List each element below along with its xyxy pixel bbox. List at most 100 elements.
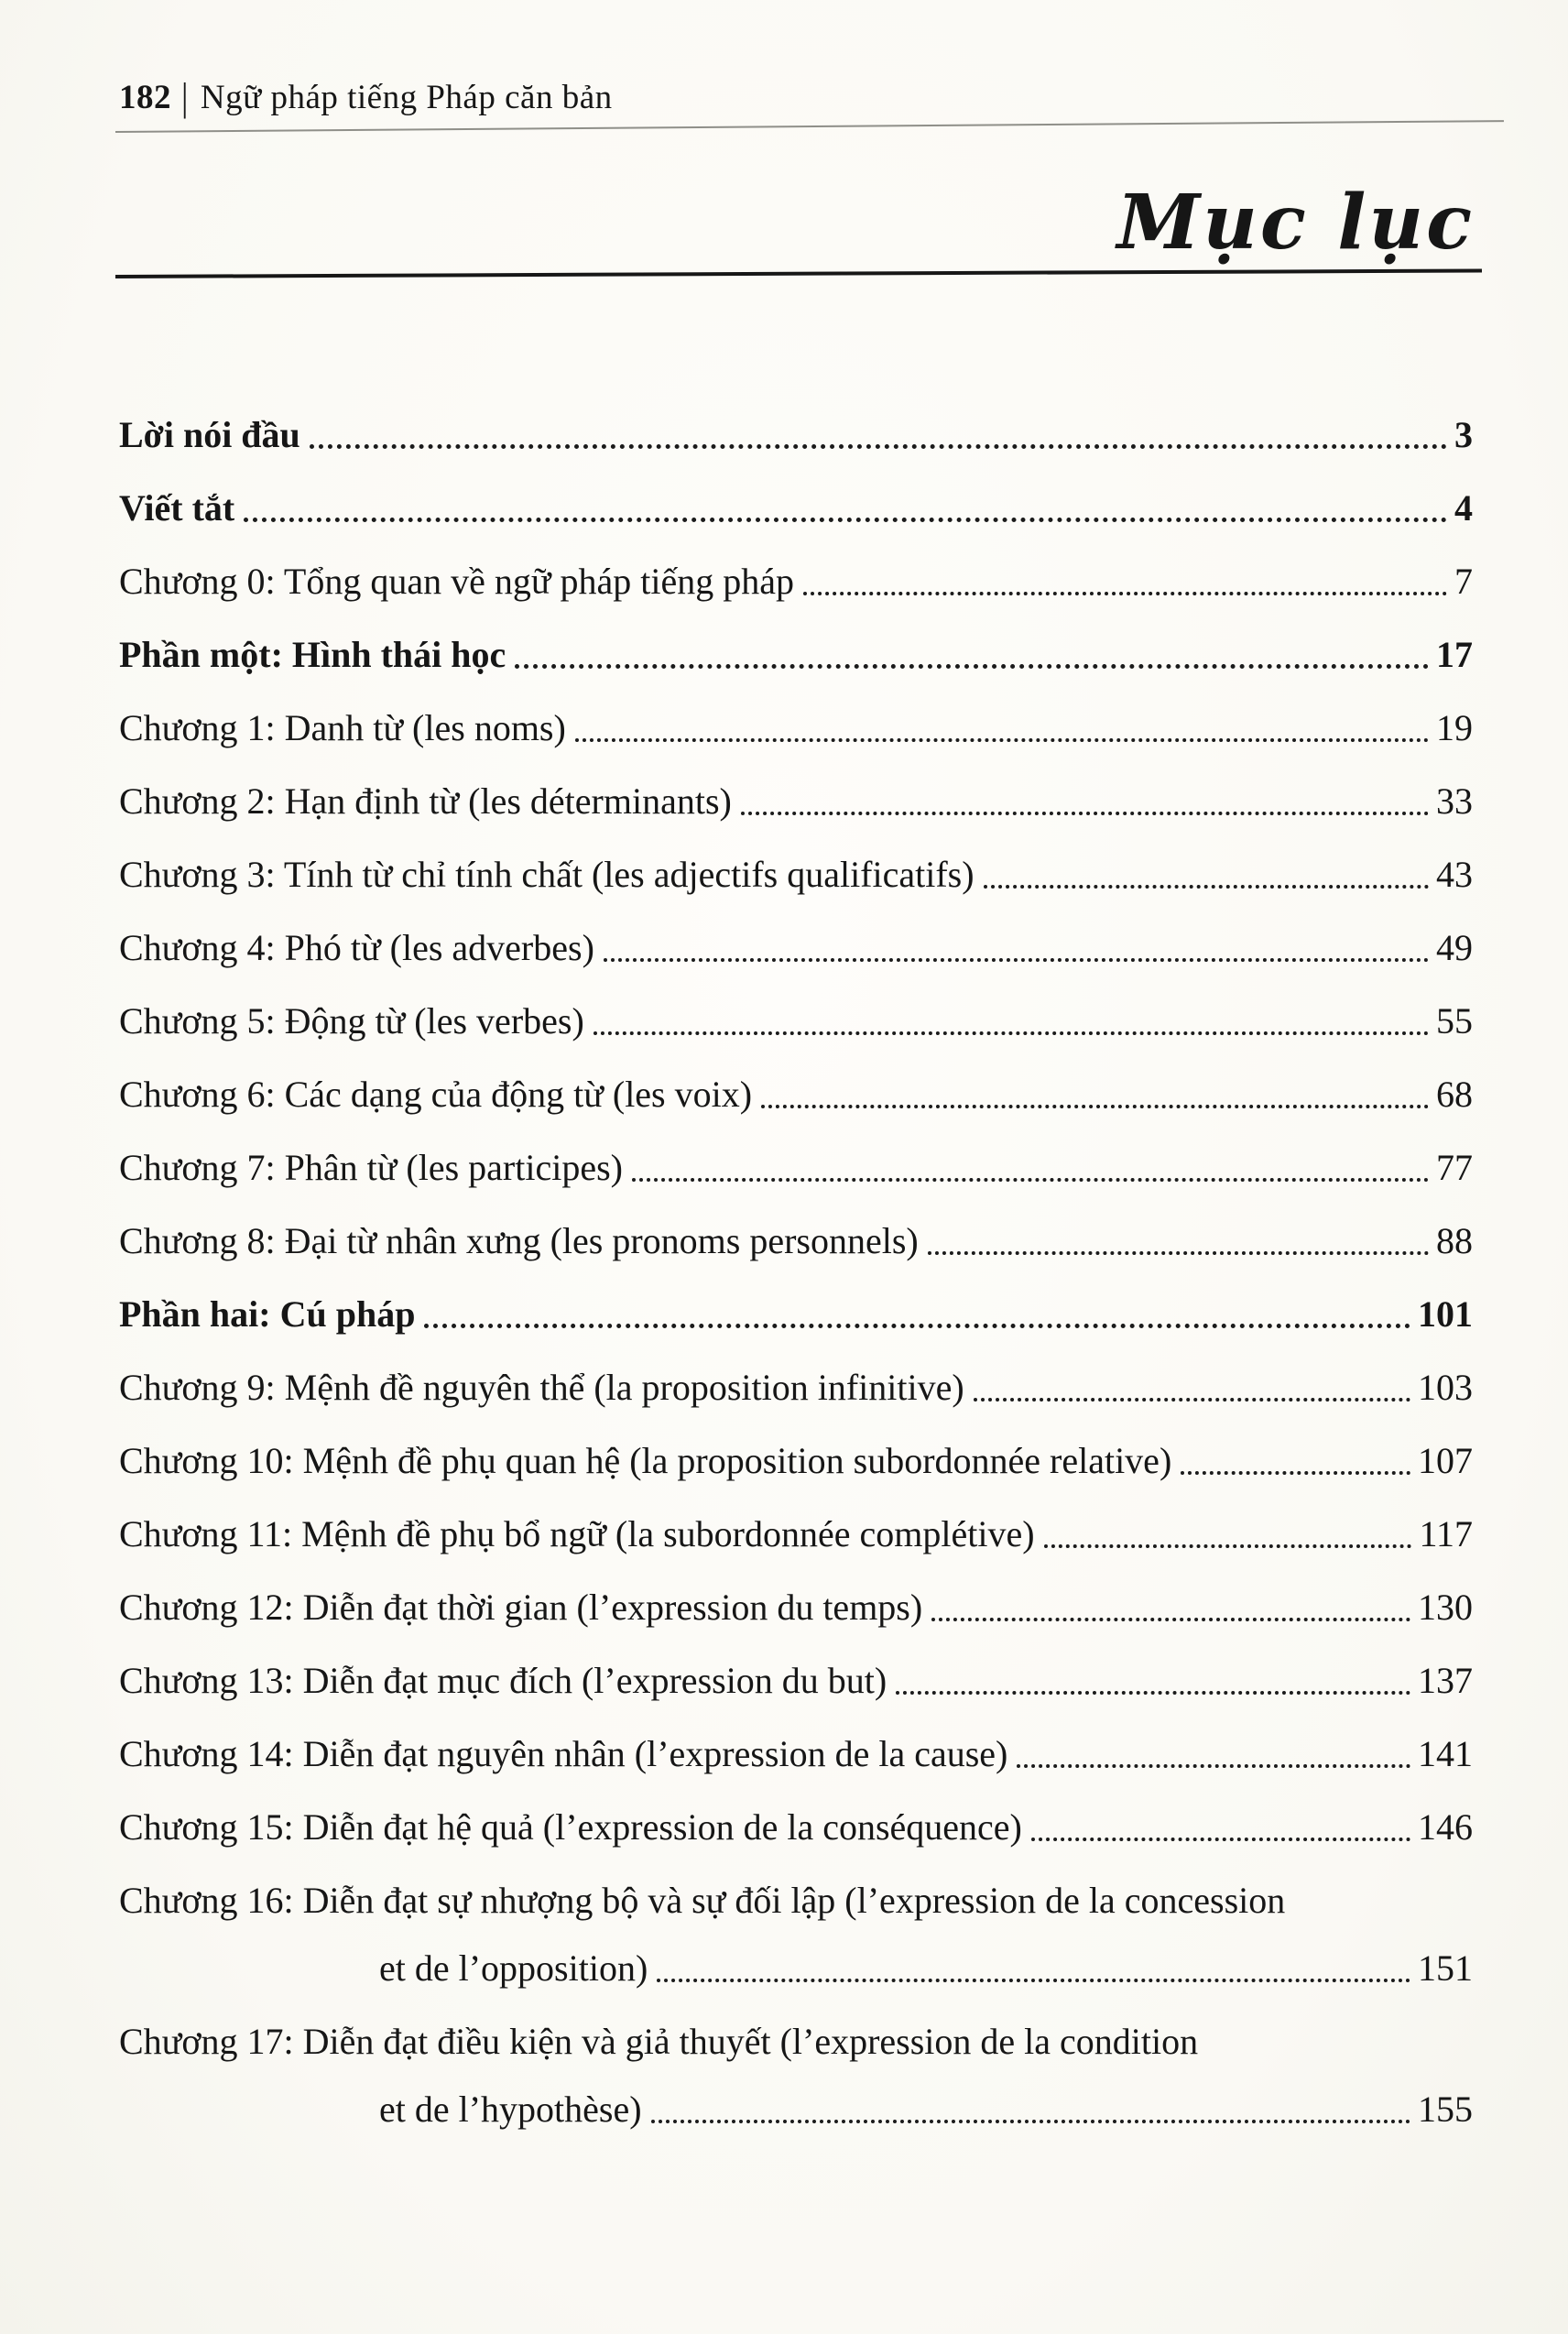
toc-entry: Lời nói đầu 3 (119, 414, 1473, 456)
toc-entry-page: 17 (1436, 634, 1473, 675)
toc-entry-label: Chương 14: Diễn đạt nguyên nhân (l’expre… (119, 1733, 1008, 1774)
dot-leader (1030, 1806, 1411, 1849)
toc-entry: Phần một: Hình thái học 17 (119, 634, 1473, 676)
toc-entry-page: 88 (1436, 1220, 1473, 1261)
toc-entry: Chương 13: Diễn đạt mục đích (l’expressi… (119, 1660, 1473, 1702)
dot-leader (1017, 1733, 1410, 1775)
toc-entry-page: 43 (1436, 854, 1473, 895)
header-separator: | (181, 75, 189, 120)
toc-entry-page: 4 (1454, 487, 1473, 529)
toc-entry-page: 137 (1418, 1660, 1473, 1701)
toc-entry-label: Chương 7: Phân từ (les participes) (119, 1147, 623, 1188)
toc-entry-page: 141 (1418, 1733, 1473, 1774)
toc-entry-label: Chương 13: Diễn đạt mục đích (l’expressi… (119, 1660, 887, 1701)
toc-entry: Chương 10: Mệnh đề phụ quan hệ (la propo… (119, 1440, 1473, 1482)
toc-entry-label: Chương 16: Diễn đạt sự nhượng bộ và sự đ… (119, 1880, 1286, 1921)
toc-entry: Chương 12: Diễn đạt thời gian (l’express… (119, 1587, 1473, 1629)
toc-entry: Chương 6: Các dạng của động từ (les voix… (119, 1074, 1473, 1116)
toc-entry: Chương 17: Diễn đạt điều kiện và giả thu… (119, 2021, 1473, 2063)
header-page-number: 182 (119, 79, 171, 116)
dot-leader (574, 707, 1430, 749)
page-title: Mục lục (1116, 179, 1475, 267)
dot-leader (983, 854, 1430, 896)
dot-leader (896, 1660, 1410, 1702)
toc-entry-page: 107 (1418, 1440, 1473, 1481)
dot-leader (1043, 1513, 1412, 1555)
toc-entry: Phần hai: Cú pháp 101 (119, 1293, 1473, 1336)
toc-entry-page: 19 (1436, 707, 1473, 748)
toc-entry-page: 101 (1418, 1293, 1473, 1335)
dot-leader (803, 561, 1447, 603)
toc-entry-page: 151 (1418, 1947, 1473, 1989)
toc-entry: Chương 8: Đại từ nhân xưng (les pronoms … (119, 1220, 1473, 1262)
toc-entry-label: Chương 5: Động từ (les verbes) (119, 1000, 584, 1042)
toc-entry-label: Chương 1: Danh từ (les noms) (119, 707, 566, 748)
toc-entry-label: Chương 2: Hạn định từ (les déterminants) (119, 780, 732, 822)
toc-entry: Chương 11: Mệnh đề phụ bổ ngữ (la subord… (119, 1513, 1473, 1555)
toc-entry: Chương 5: Động từ (les verbes) 55 (119, 1000, 1473, 1042)
toc-entry-page: 77 (1436, 1147, 1473, 1188)
toc-entry-page: 33 (1436, 780, 1473, 822)
dot-leader (740, 780, 1430, 823)
dot-leader (424, 1293, 1410, 1336)
toc-entry: Chương 0: Tổng quan về ngữ pháp tiếng ph… (119, 561, 1473, 603)
dot-leader (244, 487, 1447, 529)
dot-leader (973, 1367, 1411, 1409)
toc-entry-page: 68 (1436, 1074, 1473, 1115)
toc-entry-label: Chương 10: Mệnh đề phụ quan hệ (la propo… (119, 1440, 1172, 1481)
toc-entry: Chương 2: Hạn định từ (les déterminants)… (119, 780, 1473, 823)
toc-entry-label: et de l’opposition) (379, 1947, 648, 1989)
toc-entry-page: 130 (1418, 1587, 1473, 1628)
toc-entry: Chương 1: Danh từ (les noms) 19 (119, 707, 1473, 749)
toc-entry-label: Chương 8: Đại từ nhân xưng (les pronoms … (119, 1220, 919, 1261)
toc-entry: Chương 9: Mệnh đề nguyên thể (la proposi… (119, 1367, 1473, 1409)
dot-leader (1181, 1440, 1410, 1482)
toc-entry-page: 3 (1454, 414, 1473, 455)
toc-entry: Viết tắt 4 (119, 487, 1473, 529)
toc-entry-label: Lời nói đầu (119, 414, 300, 455)
header-rule (114, 120, 1504, 133)
toc-entry-label: Chương 11: Mệnh đề phụ bổ ngữ (la subord… (119, 1513, 1035, 1554)
dot-leader (515, 634, 1429, 676)
toc-entry-page: 103 (1418, 1367, 1473, 1408)
toc-entry: Chương 4: Phó từ (les adverbes) 49 (119, 927, 1473, 969)
toc-entry-page: 55 (1436, 1000, 1473, 1042)
dot-leader (593, 1000, 1430, 1042)
toc-entry-label: Chương 15: Diễn đạt hệ quả (l’expression… (119, 1806, 1022, 1848)
header-book-title: Ngữ pháp tiếng Pháp căn bản (200, 79, 613, 116)
toc-entry-continuation: et de l’hypothèse) 155 (119, 2089, 1473, 2131)
toc-entry-label: Chương 0: Tổng quan về ngữ pháp tiếng ph… (119, 561, 795, 602)
dot-leader (931, 1587, 1410, 1629)
toc-entry: Chương 16: Diễn đạt sự nhượng bộ và sự đ… (119, 1880, 1473, 1922)
toc-entry-label: Phần hai: Cú pháp (119, 1293, 416, 1335)
toc-entry-page: 146 (1418, 1806, 1473, 1848)
toc-entry-label: Chương 9: Mệnh đề nguyên thể (la proposi… (119, 1367, 964, 1408)
toc-entry-page: 117 (1419, 1513, 1473, 1554)
dot-leader (657, 1947, 1410, 1990)
toc-entry-label: Chương 6: Các dạng của động từ (les voix… (119, 1074, 753, 1115)
toc-entry-page: 7 (1454, 561, 1473, 602)
toc-entry: Chương 3: Tính từ chỉ tính chất (les adj… (119, 854, 1473, 896)
toc-masthead: Mục lục (114, 179, 1482, 279)
toc-entry-page: 49 (1436, 927, 1473, 968)
toc-entry-page: 155 (1418, 2089, 1473, 2130)
dot-leader (650, 2089, 1411, 2131)
dot-leader (631, 1147, 1430, 1189)
toc-entry-label: Phần một: Hình thái học (119, 634, 506, 675)
running-header: 182 | Ngữ pháp tiếng Pháp căn bản (119, 75, 613, 120)
toc-entry-label: Chương 3: Tính từ chỉ tính chất (les adj… (119, 854, 975, 895)
dot-leader (603, 927, 1430, 969)
dot-leader (309, 414, 1448, 456)
toc-entry-continuation: et de l’opposition) 151 (119, 1947, 1473, 1990)
toc-entry-label: Chương 4: Phó từ (les adverbes) (119, 927, 594, 968)
table-of-contents: Lời nói đầu 3 Viết tắt 4 Chương 0: Tổng … (119, 414, 1473, 2162)
title-rule (114, 268, 1482, 279)
toc-entry: Chương 7: Phân từ (les participes) 77 (119, 1147, 1473, 1189)
toc-entry-label: Viết tắt (119, 487, 235, 529)
toc-entry-label: Chương 17: Diễn đạt điều kiện và giả thu… (119, 2021, 1199, 2062)
dot-leader (927, 1220, 1430, 1262)
toc-entry-label: Chương 12: Diễn đạt thời gian (l’express… (119, 1587, 923, 1628)
toc-entry: Chương 14: Diễn đạt nguyên nhân (l’expre… (119, 1733, 1473, 1775)
toc-entry-label: et de l’hypothèse) (379, 2089, 642, 2130)
